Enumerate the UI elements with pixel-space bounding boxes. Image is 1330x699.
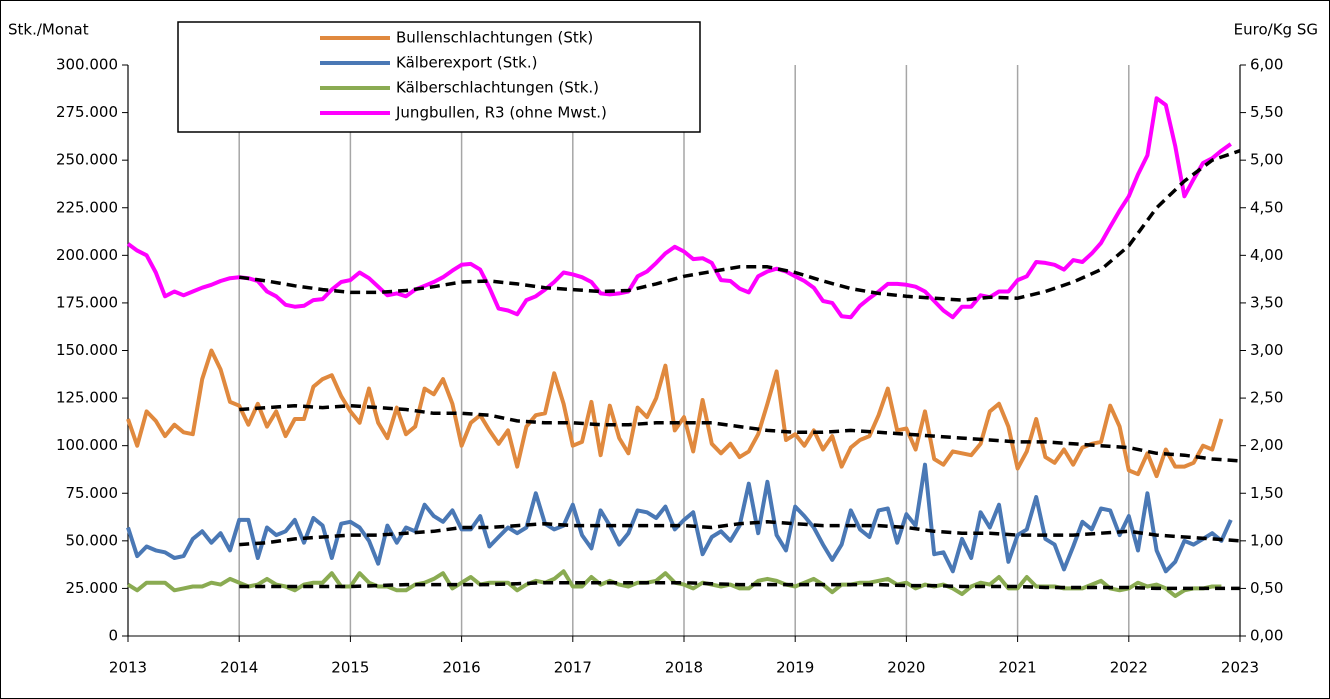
y-tick-label: 225.000 bbox=[56, 198, 118, 216]
y-tick-label: 100.000 bbox=[56, 436, 118, 454]
y-tick-label: 150.000 bbox=[56, 341, 118, 359]
y-tick-label: 200.000 bbox=[56, 246, 118, 264]
y-tick-label: 175.000 bbox=[56, 293, 118, 311]
x-tick-label: 2018 bbox=[665, 659, 703, 677]
legend-label: Kälberexport (Stk.) bbox=[396, 54, 537, 72]
y-tick-label: 125.000 bbox=[56, 389, 118, 407]
legend-label: Jungbullen, R3 (ohne Mwst.) bbox=[395, 104, 607, 122]
x-tick-label: 2017 bbox=[554, 659, 592, 677]
y-tick-label: 0 bbox=[108, 627, 118, 645]
y-tick-label: 50.000 bbox=[66, 531, 119, 549]
trend-line bbox=[238, 149, 1241, 302]
y2-tick-label: 1,00 bbox=[1250, 531, 1283, 549]
legend-box bbox=[177, 21, 701, 133]
y-tick-label: 275.000 bbox=[56, 103, 118, 121]
x-tick-label: 2013 bbox=[109, 659, 147, 677]
y2-tick-label: 0,50 bbox=[1250, 579, 1283, 597]
x-tick-label: 2023 bbox=[1221, 659, 1259, 677]
x-tick-label: 2021 bbox=[999, 659, 1037, 677]
y2-tick-label: 3,50 bbox=[1250, 293, 1283, 311]
x-tick-label: 2022 bbox=[1110, 659, 1148, 677]
x-tick-label: 2016 bbox=[443, 659, 481, 677]
y2-tick-label: 4,50 bbox=[1250, 198, 1283, 216]
x-tick-label: 2014 bbox=[220, 659, 258, 677]
y-tick-label: 25.000 bbox=[66, 579, 119, 597]
series-line bbox=[126, 348, 1224, 479]
legend-label: Bullenschlachtungen (Stk) bbox=[396, 29, 593, 47]
trend-line bbox=[239, 403, 1241, 463]
x-tick-label: 2019 bbox=[776, 659, 814, 677]
y-tick-label: 250.000 bbox=[56, 151, 118, 169]
series-line bbox=[126, 96, 1232, 320]
y2-tick-label: 2,00 bbox=[1250, 436, 1283, 454]
y-axis-title: Stk./Monat bbox=[8, 21, 89, 39]
legend-label: Kälberschlachtungen (Stk.) bbox=[396, 79, 599, 97]
trend-line bbox=[239, 520, 1241, 547]
y2-tick-label: 2,50 bbox=[1250, 389, 1283, 407]
y2-tick-label: 6,00 bbox=[1250, 56, 1283, 74]
y2-tick-label: 0,00 bbox=[1250, 627, 1283, 645]
y2-tick-label: 4,00 bbox=[1250, 246, 1283, 264]
y-tick-label: 75.000 bbox=[66, 484, 119, 502]
x-tick-label: 2020 bbox=[887, 659, 925, 677]
x-tick-label: 2015 bbox=[331, 659, 369, 677]
trend-line bbox=[239, 580, 1240, 591]
y2-axis-title: Euro/Kg SG bbox=[1234, 21, 1318, 39]
y2-tick-label: 5,00 bbox=[1250, 151, 1283, 169]
y-tick-label: 300.000 bbox=[56, 56, 118, 74]
y2-tick-label: 3,00 bbox=[1250, 341, 1283, 359]
y2-tick-label: 5,50 bbox=[1250, 103, 1283, 121]
y2-tick-label: 1,50 bbox=[1250, 484, 1283, 502]
